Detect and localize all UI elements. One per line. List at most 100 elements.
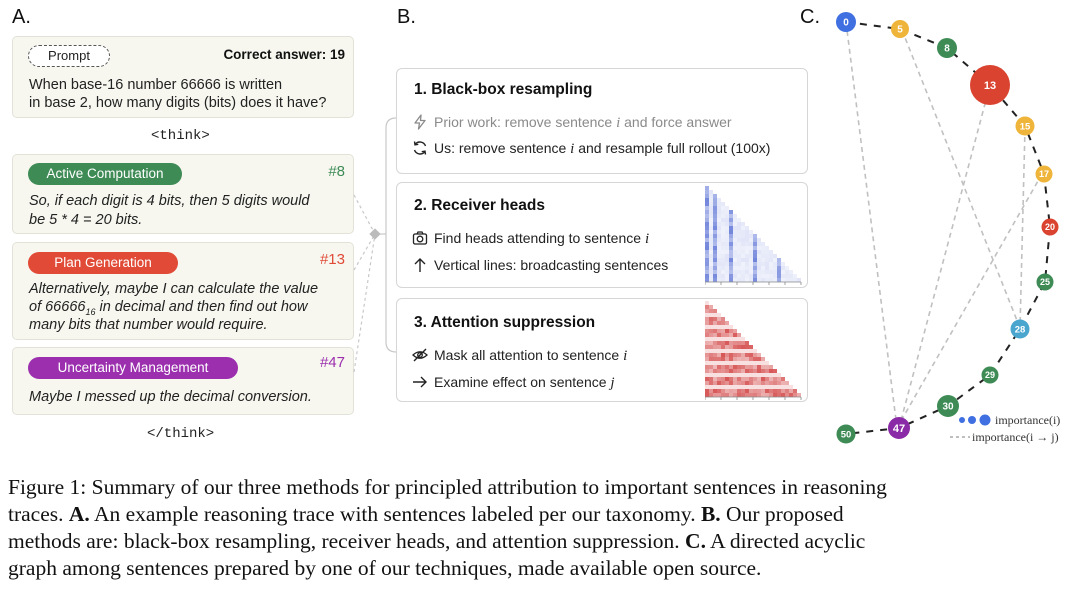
category-pill: Active Computation xyxy=(28,163,182,185)
receiver-heads-heatmap xyxy=(705,186,802,285)
node-label: 28 xyxy=(1015,325,1026,336)
row-text: Mask all attention to sentence xyxy=(434,347,624,363)
caption-bold: B. xyxy=(700,502,721,526)
method-title: 3. Attention suppression xyxy=(414,314,596,331)
row-text: Examine effect on sentence xyxy=(434,374,611,390)
node-30: 30 xyxy=(937,395,959,417)
caption-line-2: traces. A. An example reasoning trace wi… xyxy=(8,501,1074,528)
long-range-edges xyxy=(845,21,1043,429)
edge-13-47 xyxy=(898,84,991,429)
legend-dot-large xyxy=(979,414,991,426)
panel-a-letter: A. xyxy=(12,6,31,28)
node-label: 20 xyxy=(1045,222,1055,232)
panel-c-letter: C. xyxy=(800,6,820,28)
sentence-line-1: Maybe I messed up the decimal conversion… xyxy=(29,389,312,405)
caption-line-4: graph among sentences prepared by one of… xyxy=(8,556,762,580)
node-label: 30 xyxy=(942,402,954,413)
method-row: Mask all attention to sentence i xyxy=(434,347,627,365)
row-var: j xyxy=(610,375,615,391)
caption-text: traces. xyxy=(8,502,69,526)
question-line-2: in base 2, how many digits (bits) does i… xyxy=(29,95,327,111)
arrow-right-icon xyxy=(413,376,427,388)
panel-b-letter: B. xyxy=(397,6,416,28)
think-close-tag: </think> xyxy=(147,426,215,442)
method-card-black-box: 1. Black-box resampling Prior work: remo… xyxy=(396,68,808,174)
caption-line-1: Figure 1: Summary of our three methods f… xyxy=(8,475,887,499)
camera-icon xyxy=(412,231,428,245)
correct-answer: Correct answer: 19 xyxy=(223,47,345,62)
node-25: 25 xyxy=(1036,273,1054,291)
sentence-line-2-pre: of 66666 xyxy=(29,299,86,315)
node-50: 50 xyxy=(836,424,856,444)
node-label: 25 xyxy=(1040,277,1050,287)
node-8: 8 xyxy=(937,38,957,58)
node-17: 17 xyxy=(1035,165,1053,183)
caption-bold: A. xyxy=(68,502,90,526)
node-13: 13 xyxy=(970,65,1010,105)
sentence-line-3: many bits that number would require. xyxy=(29,317,268,333)
node-label: 17 xyxy=(1039,169,1049,179)
node-label: 47 xyxy=(893,423,905,435)
method-card-receiver-heads: 2. Receiver heads Find heads attending t… xyxy=(396,182,808,288)
row-var: i xyxy=(623,348,628,364)
eye-off-icon xyxy=(412,348,428,362)
legend xyxy=(950,414,991,438)
connector-47 xyxy=(353,233,376,373)
sentence-line-2: of 6666616 in decimal and then find out … xyxy=(29,298,307,322)
node-label: 15 xyxy=(1020,122,1031,133)
arrow-up-icon xyxy=(414,258,426,272)
sentence-index: #13 xyxy=(319,251,345,268)
node-label: 50 xyxy=(841,430,852,441)
row-var: i xyxy=(616,115,621,131)
node-label: 13 xyxy=(984,80,996,92)
node-28: 28 xyxy=(1010,319,1030,339)
node-0: 0 xyxy=(836,12,856,32)
method-title: 2. Receiver heads xyxy=(414,197,545,214)
sentence-card-47: Uncertainty Management #47 Maybe I messe… xyxy=(12,347,354,415)
connector-lines xyxy=(353,117,397,373)
method-row: Prior work: remove sentence i and force … xyxy=(434,114,732,132)
node-29: 29 xyxy=(981,366,999,384)
prompt-card: Prompt Correct answer: 19 When base-16 n… xyxy=(12,36,354,118)
chain-edge-line xyxy=(845,21,1052,435)
category-pill: Uncertainty Management xyxy=(28,357,238,379)
legend-dot-small xyxy=(959,417,965,423)
method-card-attention-suppression: 3. Attention suppression Mask all attent… xyxy=(396,298,808,402)
lightning-icon xyxy=(414,114,426,130)
edge-0-47 xyxy=(845,21,898,429)
caption-text: An example reasoning trace with sentence… xyxy=(89,502,701,526)
node-label: 8 xyxy=(944,44,950,55)
sentence-card-13: Plan Generation #13 Alternatively, maybe… xyxy=(12,242,354,340)
row-text: and force answer xyxy=(620,114,732,130)
sentence-index: #8 xyxy=(328,163,345,180)
caption-text: Our proposed xyxy=(720,502,844,526)
category-pill: Plan Generation xyxy=(28,252,178,274)
bracket xyxy=(385,117,397,353)
method-title: 1. Black-box resampling xyxy=(414,81,593,98)
prompt-label: Prompt xyxy=(28,45,110,67)
node-20: 20 xyxy=(1041,218,1059,236)
method-row: Us: remove sentence i and resample full … xyxy=(434,140,770,158)
figure-caption: Figure 1: Summary of our three methods f… xyxy=(8,474,1074,582)
legend-node-label: importance(i) xyxy=(995,413,1061,427)
legend-dot-medium xyxy=(968,416,976,424)
caption-line-3: methods are: black-box resampling, recei… xyxy=(8,528,1074,555)
connector-diamond xyxy=(369,228,381,240)
graph-nodes: 0 5 8 13 15 17 20 25 28 29 30 47 50 xyxy=(836,12,1059,444)
edge-17-47 xyxy=(896,173,1043,429)
sentence-line-1: Alternatively, maybe I can calculate the… xyxy=(29,281,319,297)
sentence-card-8: Active Computation #8 So, if each digit … xyxy=(12,154,354,234)
node-47: 47 xyxy=(888,417,910,439)
node-label: 5 xyxy=(897,25,903,36)
row-text: Find heads attending to sentence xyxy=(434,230,645,246)
caption-bold: C. xyxy=(685,529,706,553)
think-open-tag: <think> xyxy=(151,128,210,144)
method-row: Vertical lines: broadcasting sentences xyxy=(434,257,669,273)
method-row: Find heads attending to sentence i xyxy=(434,230,649,248)
question-line-1: When base-16 number 66666 is written xyxy=(29,77,283,93)
attention-suppression-heatmap xyxy=(705,301,802,400)
node-label: 0 xyxy=(843,18,849,29)
sentence-line-2: be 5 * 4 = 20 bits. xyxy=(29,212,143,228)
node-15: 15 xyxy=(1015,116,1035,136)
